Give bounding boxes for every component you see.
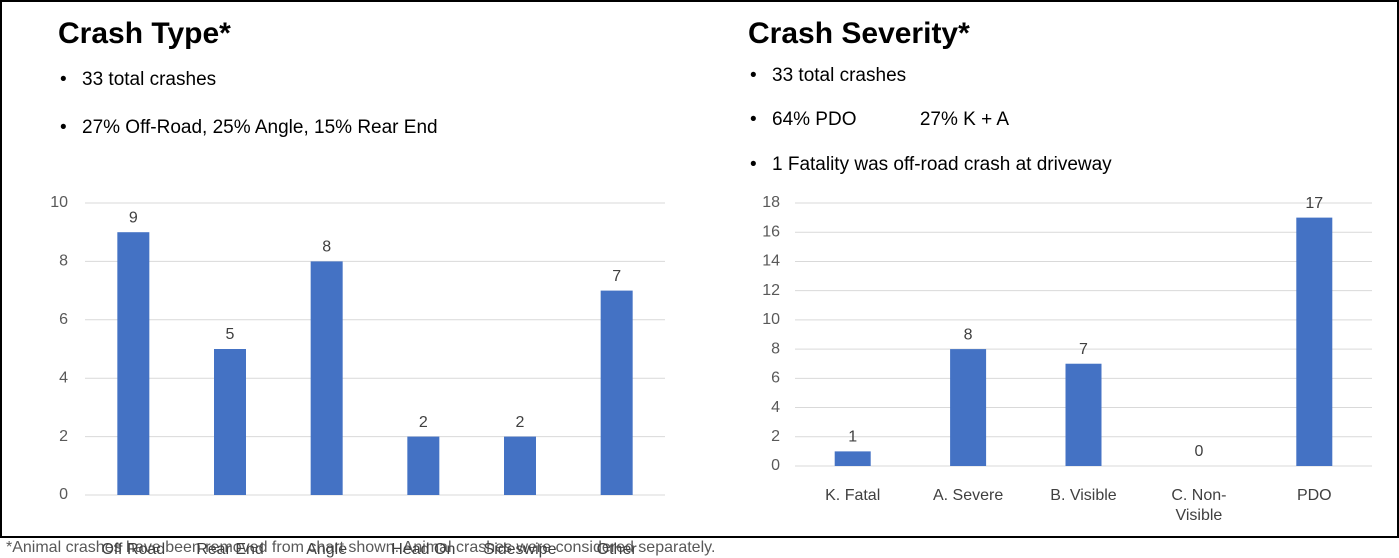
bullet-dot: • — [750, 65, 757, 86]
y-tick-label: 2 — [59, 428, 68, 445]
bar — [117, 232, 150, 495]
bar — [1065, 363, 1102, 466]
bullet-text: 1 Fatality was off-road crash at drivewa… — [772, 154, 1112, 175]
x-tick-label: Other — [597, 541, 638, 558]
bullet-dot: • — [60, 69, 67, 90]
y-tick-label: 12 — [762, 282, 780, 299]
x-tick-label: Off Road — [101, 541, 165, 558]
y-tick-label: 4 — [59, 369, 68, 386]
bar — [310, 261, 343, 495]
data-label: 0 — [1194, 443, 1203, 460]
bar — [600, 290, 633, 495]
data-label: 2 — [516, 414, 525, 431]
y-tick-label: 6 — [771, 370, 780, 387]
y-tick-label: 10 — [50, 194, 68, 211]
x-tick-label: A. Severe — [933, 487, 1003, 504]
slide-border — [0, 0, 1399, 538]
data-label: 8 — [964, 326, 973, 343]
x-tick-label: C. Non-Visible — [1171, 487, 1226, 524]
bullet-text: 64% PDO 27% K + A — [772, 109, 1009, 130]
data-label: 1 — [848, 429, 857, 446]
y-tick-label: 16 — [762, 223, 780, 240]
bar — [407, 436, 440, 495]
data-label: 7 — [612, 268, 621, 285]
bullet-dot: • — [60, 117, 67, 138]
y-tick-label: 2 — [771, 428, 780, 445]
x-tick-label: PDO — [1297, 487, 1332, 504]
bullet-text: 33 total crashes — [772, 65, 906, 86]
bullet-text: 27% Off-Road, 25% Angle, 15% Rear End — [82, 117, 438, 138]
data-label: 2 — [419, 414, 428, 431]
data-label: 7 — [1079, 341, 1088, 358]
bar — [834, 451, 871, 466]
chart-title: Crash Type* — [58, 17, 231, 50]
chart-title: Crash Severity* — [748, 17, 970, 50]
data-label: 5 — [226, 326, 235, 343]
x-tick-label: Sideswipe — [484, 541, 557, 558]
y-tick-label: 18 — [762, 194, 780, 211]
data-label: 17 — [1305, 195, 1323, 212]
y-tick-label: 8 — [59, 253, 68, 270]
bar — [1296, 217, 1333, 466]
y-tick-label: 10 — [762, 311, 780, 328]
bullet-text: 33 total crashes — [82, 69, 216, 90]
bar — [214, 349, 246, 495]
x-tick-label: Angle — [306, 541, 347, 558]
bullet-dot: • — [750, 109, 757, 130]
footnote: *Animal crashes have been removed from c… — [6, 539, 715, 556]
bullet-dot: • — [750, 154, 757, 175]
y-tick-label: 6 — [59, 311, 68, 328]
y-tick-label: 0 — [771, 457, 780, 474]
x-tick-label: B. Visible — [1050, 487, 1117, 504]
bar — [504, 436, 536, 495]
data-label: 8 — [322, 239, 331, 256]
x-tick-label: K. Fatal — [825, 487, 880, 504]
data-label: 9 — [129, 209, 138, 226]
x-tick-label: Rear End — [196, 541, 264, 558]
y-tick-label: 0 — [59, 486, 68, 503]
y-tick-label: 4 — [771, 399, 780, 416]
x-tick-label: Head On — [391, 541, 455, 558]
y-tick-label: 14 — [762, 253, 780, 270]
bar — [950, 349, 987, 466]
y-tick-label: 8 — [771, 340, 780, 357]
